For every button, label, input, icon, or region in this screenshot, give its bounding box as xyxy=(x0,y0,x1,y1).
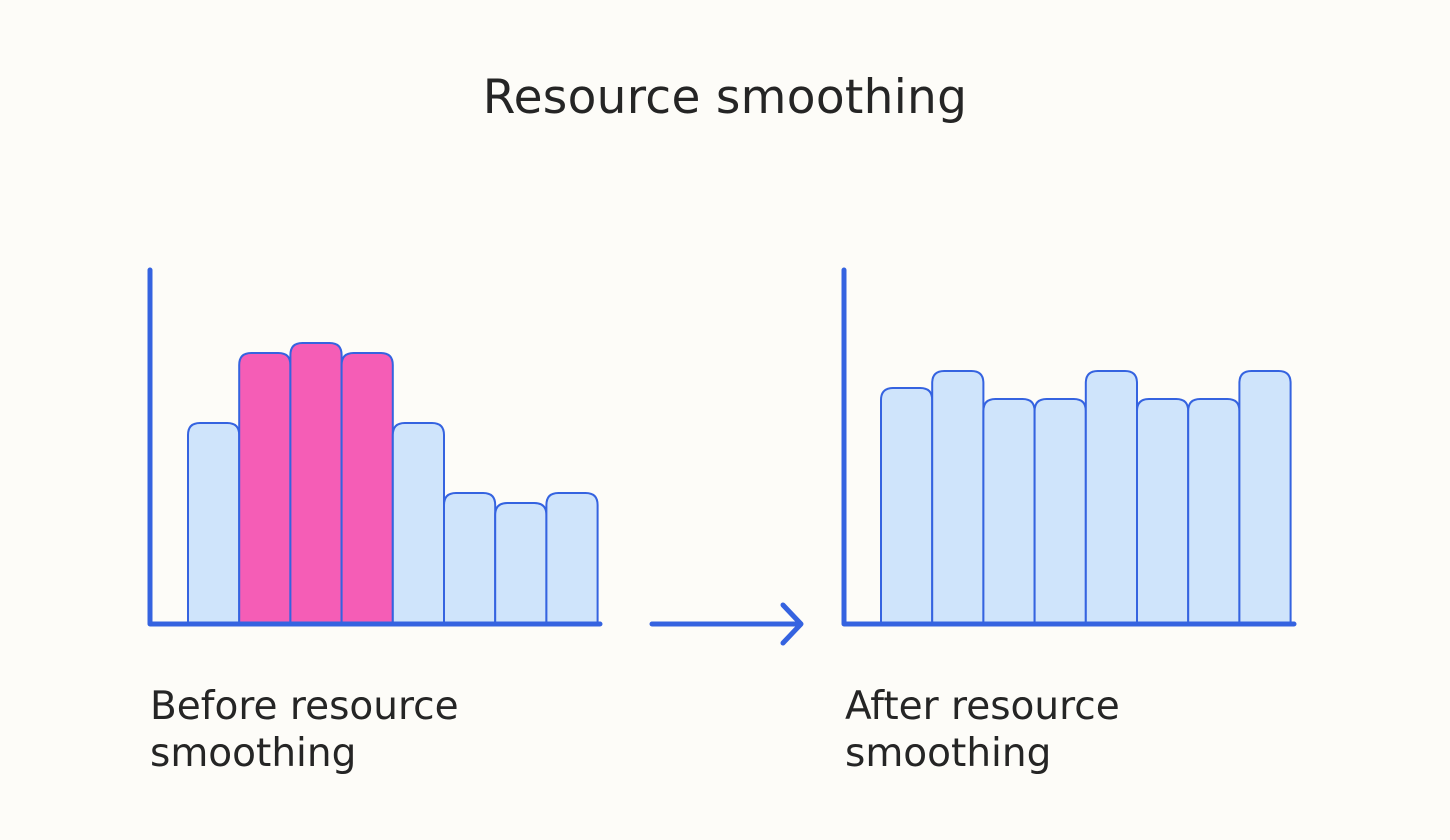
before-bar-5 xyxy=(391,422,445,624)
page-title: Resource smoothing xyxy=(482,70,968,125)
before-bar-3-highlighted xyxy=(289,342,343,624)
before-chart xyxy=(147,267,603,627)
before-bar-1 xyxy=(187,422,241,624)
right-arrow-icon xyxy=(649,602,804,646)
before-bars xyxy=(187,342,599,624)
after-bar-2 xyxy=(931,370,985,624)
after-bars xyxy=(880,370,1292,624)
after-chart-caption: After resource smoothing xyxy=(845,684,1120,776)
after-bar-4 xyxy=(1033,398,1087,624)
after-bar-1 xyxy=(880,387,934,624)
after-chart xyxy=(841,267,1297,627)
arrow-head xyxy=(780,602,804,646)
after-bar-3 xyxy=(982,398,1036,624)
after-bar-5 xyxy=(1084,370,1138,624)
after-bar-6 xyxy=(1136,398,1190,624)
before-bar-4-highlighted xyxy=(340,352,394,624)
after-bar-7 xyxy=(1187,398,1241,624)
before-bar-2-highlighted xyxy=(238,352,292,624)
before-bar-8 xyxy=(545,492,599,624)
before-bar-7 xyxy=(494,502,548,624)
after-bar-8 xyxy=(1238,370,1292,624)
after-chart-axes xyxy=(841,267,1297,627)
before-chart-axes xyxy=(147,267,603,627)
before-chart-caption: Before resource smoothing xyxy=(150,684,459,776)
before-bar-6 xyxy=(443,492,497,624)
